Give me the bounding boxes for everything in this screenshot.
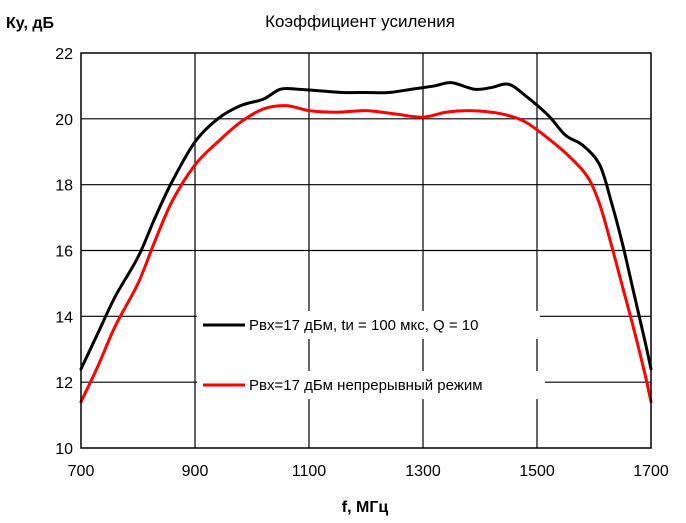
legend-label: Рвх=17 дБм, tи = 100 мкс, Q = 10 [249,317,479,334]
y-tick-label: 14 [55,309,73,326]
y-tick-label: 20 [55,112,73,129]
legend-background [197,371,545,399]
legend: Рвх=17 дБм, tи = 100 мкс, Q = 10 Рвх=17 д… [197,311,545,399]
y-tick-label: 16 [55,244,73,261]
y-tick-label: 10 [55,441,73,458]
y-tick-label: 12 [55,375,73,392]
x-tick-label: 1300 [405,463,441,480]
y-tick-label: 22 [55,46,73,63]
y-axis-title: Ку, дБ [6,15,54,32]
legend-item-continuous: Рвх=17 дБм непрерывный режим [197,371,545,399]
tick-labels: 700 900 1100 1300 1500 1700 10 12 14 16 18 20 22 [55,46,669,480]
series-line-pulsed [79,81,653,371]
x-tick-label: 1700 [633,463,669,480]
x-tick-label: 1100 [292,463,327,480]
series-line-continuous [79,104,653,404]
y-tick-label: 18 [55,178,73,195]
chart-title: Коэффициент усиления [265,12,455,31]
legend-background [197,311,540,339]
plot-frame [80,52,652,449]
x-tick-label: 1500 [519,463,555,480]
x-tick-label: 700 [68,463,95,480]
x-axis-title: f, МГц [342,499,389,516]
plot-border [80,52,652,449]
legend-label: Рвх=17 дБм непрерывный режим [249,377,483,394]
series-lines [79,81,653,404]
x-tick-label: 900 [182,463,209,480]
legend-item-pulsed: Рвх=17 дБм, tи = 100 мкс, Q = 10 [197,311,540,339]
